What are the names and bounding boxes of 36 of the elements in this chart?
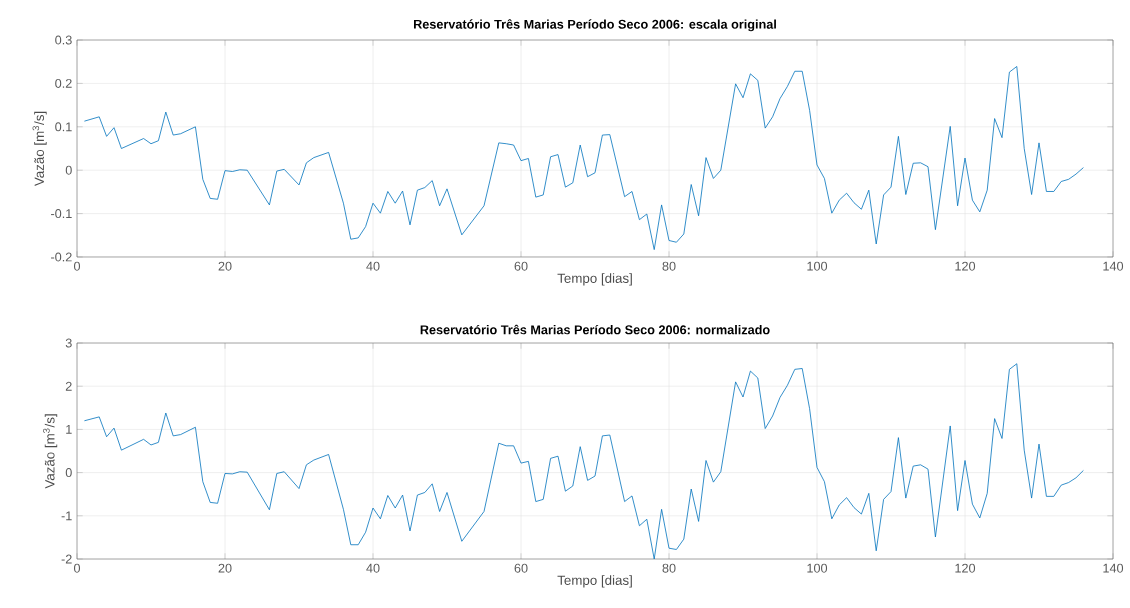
- y-axis-title: Vazão [m$^{3}$/s]: [43, 414, 58, 489]
- line-series: [84, 66, 1084, 251]
- y-tick-label: 0.3: [55, 35, 72, 45]
- x-tick-label: 80: [662, 563, 676, 573]
- y-axis-title: Vazão [m$^{3}$/s]: [32, 111, 47, 187]
- chart-title: Reservatório Três Marias Período Seco 2006: normalizado: [420, 324, 770, 335]
- x-tick-label: 0: [73, 563, 81, 573]
- x-axis-title: Tempo [dias]: [557, 273, 632, 286]
- y-tick-label: 0: [65, 165, 72, 175]
- x-tick-label: 40: [366, 563, 380, 573]
- y-tick-label: 2: [65, 381, 72, 391]
- y-tick-label: 0.1: [55, 122, 72, 132]
- line-series: [84, 363, 1084, 559]
- y-tick-label: 3: [65, 338, 72, 348]
- y-tick-label: 1: [66, 425, 72, 434]
- x-tick-label: 60: [514, 261, 528, 271]
- y-tick-label: -0.2: [51, 252, 72, 262]
- x-tick-label: 40: [366, 261, 380, 271]
- x-tick-label: 20: [218, 261, 232, 271]
- x-axis-title: Tempo [dias]: [557, 575, 632, 588]
- x-tick-label: 100: [807, 261, 828, 271]
- y-tick-label: -0.1: [51, 209, 72, 219]
- y-tick-label: -1: [61, 511, 72, 521]
- x-tick-label: 100: [807, 563, 828, 573]
- x-tick-label: 80: [662, 261, 676, 271]
- chart-title: Reservatório Três Marias Período Seco 2006: escala original: [413, 19, 776, 32]
- y-tick-label: 0.2: [55, 78, 72, 88]
- x-tick-label: 120: [955, 261, 976, 271]
- x-tick-label: 140: [1103, 563, 1124, 573]
- x-tick-label: 0: [73, 261, 81, 271]
- y-tick-label: 0: [65, 468, 72, 478]
- y-tick-label: -2: [61, 554, 72, 564]
- x-tick-label: 20: [218, 563, 232, 573]
- x-tick-label: 140: [1103, 261, 1124, 271]
- x-tick-label: 60: [514, 563, 528, 573]
- x-tick-label: 120: [955, 563, 976, 573]
